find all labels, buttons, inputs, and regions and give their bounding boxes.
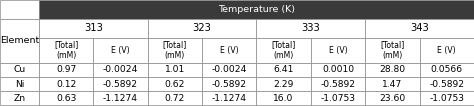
Text: [Total]
(mM): [Total] (mM) — [272, 40, 296, 60]
Bar — [419, 38, 474, 63]
Bar — [0, 91, 39, 105]
Text: 0.63: 0.63 — [56, 94, 76, 103]
Text: 6.41: 6.41 — [273, 65, 294, 74]
Text: E (V): E (V) — [220, 46, 238, 55]
Bar — [0, 77, 39, 91]
Bar — [39, 38, 93, 63]
Bar — [202, 77, 256, 91]
Bar — [256, 63, 311, 77]
Bar — [39, 19, 147, 38]
Text: -1.0753: -1.0753 — [320, 94, 356, 103]
Text: 0.72: 0.72 — [164, 94, 185, 103]
Bar — [419, 77, 474, 91]
Bar — [256, 77, 311, 91]
Text: 28.80: 28.80 — [379, 65, 405, 74]
Text: [Total]
(mM): [Total] (mM) — [163, 40, 187, 60]
Bar — [93, 63, 148, 77]
Text: -0.5892: -0.5892 — [212, 80, 247, 89]
Text: 1.01: 1.01 — [165, 65, 185, 74]
Bar — [39, 0, 474, 19]
Text: 0.0566: 0.0566 — [431, 65, 463, 74]
Bar — [365, 77, 419, 91]
Bar — [148, 19, 256, 38]
Bar — [39, 77, 93, 91]
Bar — [256, 19, 365, 38]
Bar — [202, 38, 256, 63]
Bar — [39, 63, 93, 77]
Text: -1.1274: -1.1274 — [103, 94, 138, 103]
Text: E (V): E (V) — [328, 46, 347, 55]
Text: Cu: Cu — [13, 65, 26, 74]
Bar — [365, 91, 419, 105]
Text: 333: 333 — [301, 23, 320, 33]
Text: 23.60: 23.60 — [379, 94, 406, 103]
Text: -0.0024: -0.0024 — [103, 65, 138, 74]
Bar — [311, 77, 365, 91]
Text: 0.97: 0.97 — [56, 65, 76, 74]
Text: 323: 323 — [192, 23, 211, 33]
Text: 0.12: 0.12 — [56, 80, 76, 89]
Text: -0.5892: -0.5892 — [429, 80, 465, 89]
Bar — [0, 19, 39, 63]
Text: -1.0753: -1.0753 — [429, 94, 465, 103]
Text: -1.1274: -1.1274 — [212, 94, 247, 103]
Text: 0.0010: 0.0010 — [322, 65, 354, 74]
Bar — [202, 63, 256, 77]
Bar — [256, 38, 311, 63]
Bar — [148, 63, 202, 77]
Bar — [365, 19, 474, 38]
Bar — [148, 38, 202, 63]
Bar — [93, 77, 148, 91]
Text: -0.5892: -0.5892 — [320, 80, 356, 89]
Bar — [311, 63, 365, 77]
Text: 1.47: 1.47 — [383, 80, 402, 89]
Bar — [93, 38, 148, 63]
Text: -0.5892: -0.5892 — [103, 80, 138, 89]
Text: Temperature (K): Temperature (K) — [218, 5, 295, 14]
Bar — [419, 91, 474, 105]
Bar — [365, 38, 419, 63]
Bar — [311, 38, 365, 63]
Text: Element: Element — [0, 36, 39, 45]
Bar — [0, 0, 39, 19]
Bar — [256, 91, 311, 105]
Text: Zn: Zn — [13, 94, 26, 103]
Text: 2.29: 2.29 — [273, 80, 294, 89]
Bar — [39, 91, 93, 105]
Text: 343: 343 — [410, 23, 429, 33]
Text: [Total]
(mM): [Total] (mM) — [54, 40, 78, 60]
Text: 16.0: 16.0 — [273, 94, 294, 103]
Bar — [148, 91, 202, 105]
Bar — [419, 63, 474, 77]
Bar — [202, 91, 256, 105]
Bar — [311, 91, 365, 105]
Bar — [148, 77, 202, 91]
Text: E (V): E (V) — [438, 46, 456, 55]
Text: -0.0024: -0.0024 — [211, 65, 247, 74]
Text: 0.62: 0.62 — [164, 80, 185, 89]
Bar — [93, 91, 148, 105]
Text: [Total]
(mM): [Total] (mM) — [380, 40, 404, 60]
Bar — [0, 63, 39, 77]
Text: 313: 313 — [84, 23, 103, 33]
Text: Ni: Ni — [15, 80, 24, 89]
Text: E (V): E (V) — [111, 46, 130, 55]
Bar — [365, 63, 419, 77]
